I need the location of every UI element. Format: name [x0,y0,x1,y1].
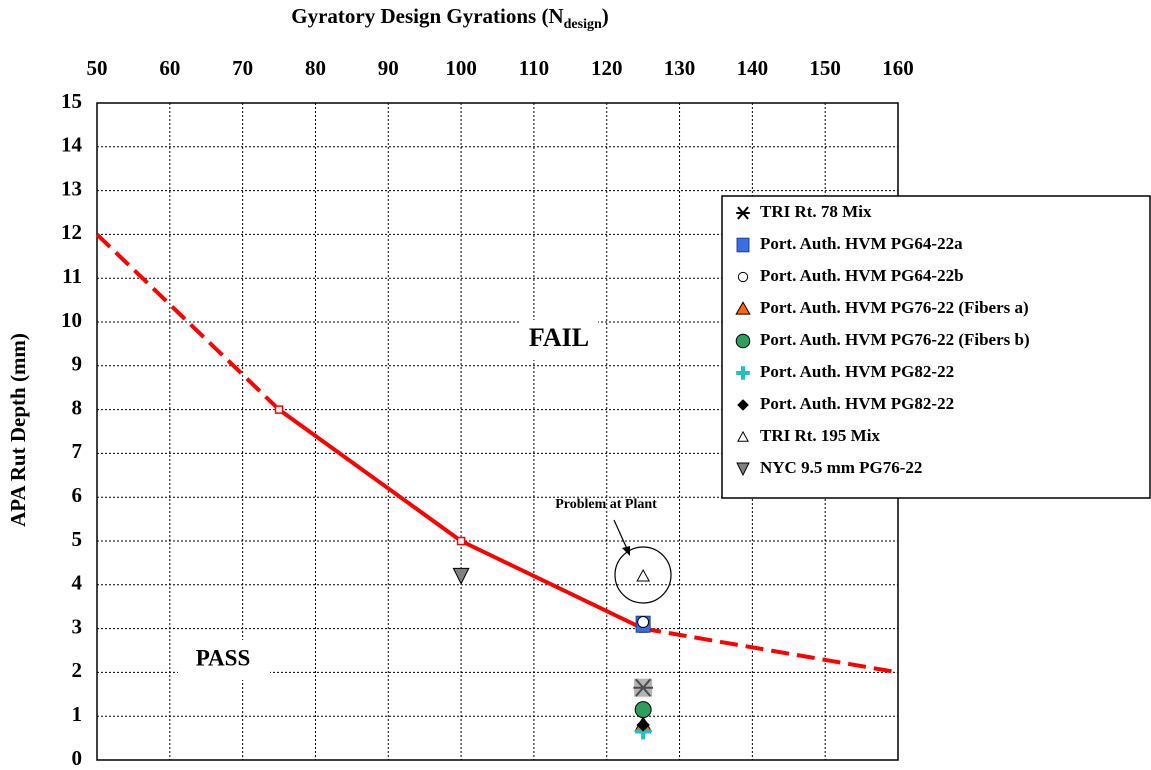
criteria-line [277,407,463,543]
marker [636,568,650,582]
legend [721,195,1151,499]
legend-marker [736,237,750,253]
marker-bg [634,678,653,697]
y-tick-label: 1 [72,702,83,726]
y-tick-label: 4 [72,571,83,595]
marker [637,616,650,629]
marker [636,718,650,732]
y-tick-label: 14 [61,133,83,157]
x-tick-label: 60 [159,56,180,80]
fail-box [520,320,598,360]
y-tick-label: 11 [62,264,82,288]
criteria-point [456,536,466,546]
legend-label: Port. Auth. HVM PG64-22b [760,266,964,285]
legend-marker [736,366,750,380]
marker [452,567,470,585]
x-tick-label: 90 [378,56,399,80]
marker [634,701,652,719]
legend-marker [737,399,749,411]
y-tick-label: 10 [61,308,82,332]
x-tick-label: 100 [445,56,477,80]
x-tick-label: 50 [87,56,108,80]
pass-box [178,640,270,680]
x-tick-label: 120 [591,56,623,80]
legend-label: TRI Rt. 78 Mix [760,202,872,221]
legend-label: Port. Auth. HVM PG76-22 (Fibers b) [760,330,1030,349]
y-tick-label: 9 [72,352,83,376]
annotation: Problem at Plant [555,497,657,512]
criteria-line [460,539,645,631]
y-tick-label: 3 [72,614,83,638]
annotation: FAIL [529,323,589,352]
legend-label: Port. Auth. HVM PG76-22 (Fibers a) [760,298,1029,317]
arrow-head [622,546,630,556]
x-tick-label: 110 [519,56,549,80]
legend-marker [737,271,749,283]
y-tick-label: 7 [72,439,83,463]
criteria-line [642,626,899,675]
y-tick-label: 12 [61,220,82,244]
legend-marker [736,206,750,220]
arrow [613,519,629,552]
x-axis-title: Gyratory Design Gyrations (Ndesign) [291,4,609,32]
legend-label: Port. Auth. HVM PG82-22 [760,362,954,381]
y-tick-label: 5 [72,527,83,551]
annotation: PASS [196,645,251,670]
legend-marker [735,333,751,349]
legend-label: Port. Auth. HVM PG64-22a [760,234,963,253]
y-tick-label: 2 [72,658,83,682]
y-tick-label: 6 [72,483,83,507]
criteria-point [274,405,284,414]
legend-label: Port. Auth. HVM PG82-22 [760,394,954,413]
y-axis-title: APA Rut Depth (mm) [6,333,30,527]
y-tick-label: 8 [72,395,83,419]
x-tick-label: 130 [664,56,696,80]
criteria-line [95,232,281,412]
legend-label: TRI Rt. 195 Mix [760,426,880,445]
highlight-circle [614,546,672,604]
y-tick-label: 15 [61,89,82,113]
legend-marker [737,430,749,442]
legend-marker [736,462,750,477]
legend-marker [735,301,751,315]
y-tick-label: 13 [61,176,82,200]
x-tick-label: 140 [737,56,769,80]
x-tick-label: 160 [882,56,914,80]
x-tick-label: 150 [809,56,841,80]
y-tick-label: 0 [72,746,83,770]
x-tick-label: 70 [232,56,253,80]
legend-label: NYC 9.5 mm PG76-22 [760,458,922,477]
x-tick-label: 80 [305,56,326,80]
